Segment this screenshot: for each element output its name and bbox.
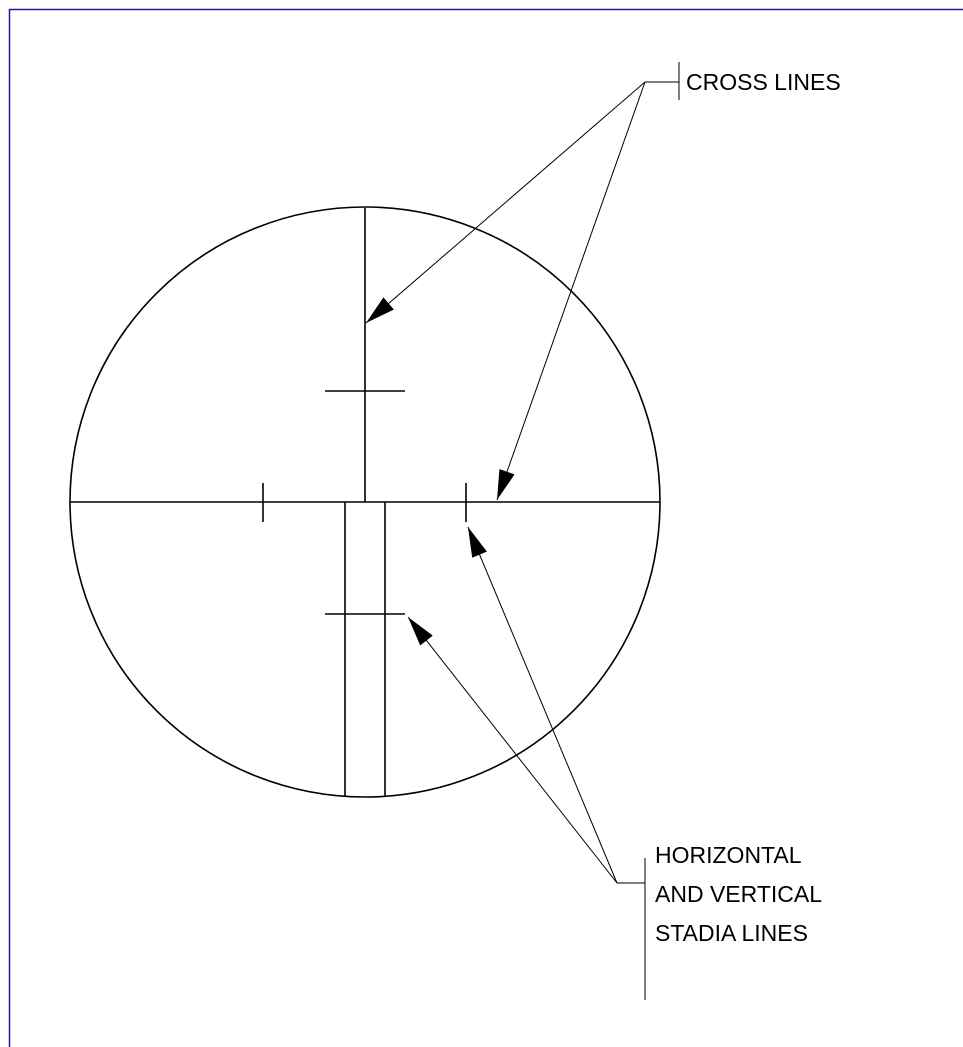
stadia-label-line: HORIZONTAL — [655, 842, 802, 868]
stadia-label-line: AND VERTICAL — [655, 881, 822, 907]
frame-border — [8, 8, 963, 1047]
leader-arrows — [365, 62, 680, 1000]
reticle — [69, 206, 661, 798]
cross-lines-label: CROSS LINES — [686, 69, 841, 95]
stadia-label-line: STADIA LINES — [655, 920, 808, 946]
